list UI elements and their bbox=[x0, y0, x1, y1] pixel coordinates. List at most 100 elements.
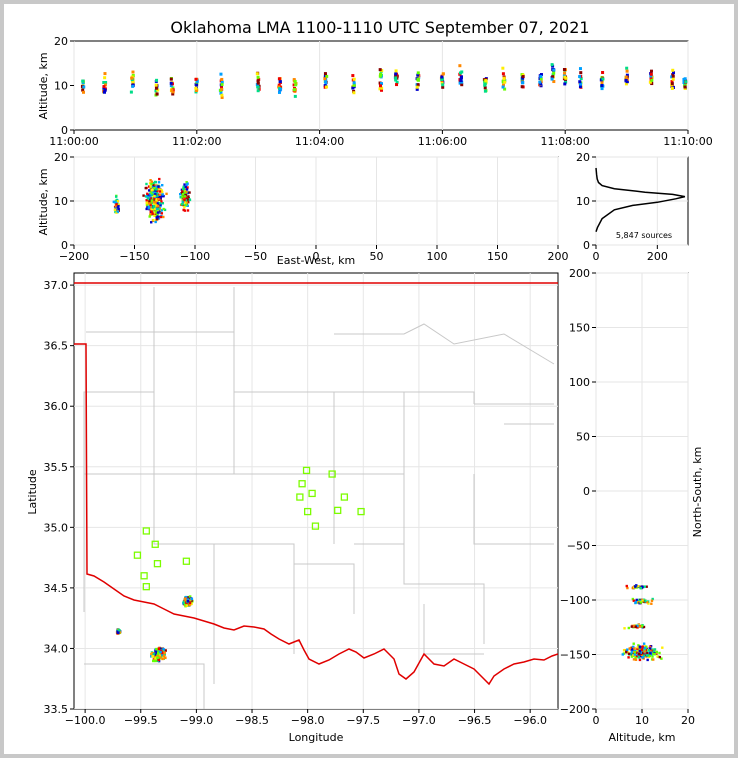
source-point bbox=[661, 646, 664, 649]
source-point bbox=[220, 80, 224, 84]
source-point bbox=[683, 85, 687, 89]
source-point bbox=[185, 190, 188, 194]
source-point bbox=[146, 192, 149, 195]
source-point bbox=[325, 74, 329, 78]
source-point bbox=[115, 201, 119, 204]
source-point bbox=[625, 651, 628, 654]
source-point bbox=[629, 647, 632, 650]
source-point bbox=[645, 601, 649, 604]
source-point bbox=[184, 185, 187, 189]
x-tick-label: 0 bbox=[593, 250, 600, 263]
source-point bbox=[624, 82, 628, 86]
source-point bbox=[150, 208, 154, 211]
source-point bbox=[630, 650, 634, 654]
source-point bbox=[160, 200, 163, 203]
source-point bbox=[650, 78, 654, 82]
source-point bbox=[162, 194, 165, 198]
source-point bbox=[102, 85, 106, 89]
source-point bbox=[161, 653, 164, 656]
source-point bbox=[626, 586, 629, 590]
source-point bbox=[641, 585, 645, 589]
source-point bbox=[156, 217, 159, 221]
source-point bbox=[378, 84, 382, 88]
source-point bbox=[151, 212, 154, 215]
source-point bbox=[148, 200, 151, 203]
source-point bbox=[634, 656, 637, 660]
source-point bbox=[144, 195, 148, 198]
source-point bbox=[640, 647, 644, 651]
source-point bbox=[563, 82, 567, 86]
source-point bbox=[103, 72, 107, 76]
source-point bbox=[627, 656, 630, 659]
source-point bbox=[188, 603, 191, 607]
source-point bbox=[220, 87, 224, 91]
source-point bbox=[639, 586, 642, 590]
source-point bbox=[416, 83, 420, 87]
source-point bbox=[633, 624, 636, 628]
source-point bbox=[154, 89, 158, 93]
source-point bbox=[130, 76, 134, 80]
source-point bbox=[440, 75, 444, 79]
source-point bbox=[184, 199, 188, 202]
source-point bbox=[623, 627, 626, 630]
source-point bbox=[155, 185, 159, 188]
source-point bbox=[195, 83, 199, 87]
source-point bbox=[183, 602, 187, 606]
source-point bbox=[648, 80, 652, 84]
source-point bbox=[183, 205, 186, 209]
source-point bbox=[186, 598, 190, 601]
source-point bbox=[178, 192, 182, 196]
source-point bbox=[150, 180, 154, 183]
x-tick-label: −200 bbox=[59, 250, 89, 263]
source-point bbox=[649, 69, 653, 73]
source-point bbox=[156, 209, 159, 213]
source-point bbox=[152, 205, 155, 208]
source-point bbox=[539, 75, 543, 79]
source-point bbox=[551, 75, 555, 79]
source-point bbox=[187, 200, 190, 204]
source-point bbox=[195, 79, 199, 83]
source-point bbox=[579, 71, 583, 75]
source-point bbox=[621, 653, 624, 656]
source-point bbox=[638, 651, 641, 654]
source-point bbox=[146, 197, 150, 200]
source-point bbox=[183, 191, 186, 194]
source-point bbox=[630, 655, 634, 658]
source-point bbox=[181, 194, 185, 197]
source-point bbox=[103, 88, 107, 92]
source-point bbox=[146, 195, 149, 199]
source-point bbox=[103, 83, 107, 87]
source-point bbox=[151, 202, 154, 205]
source-point bbox=[670, 80, 674, 84]
source-point bbox=[637, 599, 641, 603]
source-point bbox=[151, 651, 154, 655]
source-point bbox=[640, 585, 644, 588]
source-point bbox=[146, 206, 149, 209]
source-point bbox=[153, 191, 156, 195]
source-point bbox=[640, 653, 644, 657]
source-point bbox=[642, 642, 646, 645]
source-point bbox=[352, 77, 356, 81]
source-point bbox=[624, 75, 628, 79]
source-point bbox=[416, 77, 420, 81]
source-point bbox=[277, 83, 281, 87]
source-point bbox=[645, 645, 648, 648]
source-point bbox=[483, 86, 487, 90]
source-point bbox=[682, 81, 686, 85]
source-point bbox=[149, 203, 152, 207]
source-point bbox=[641, 651, 645, 655]
source-point bbox=[635, 586, 639, 589]
y-tick-label: 0 bbox=[61, 124, 68, 137]
source-point bbox=[171, 92, 175, 96]
source-point bbox=[162, 215, 165, 219]
county-lines bbox=[83, 287, 555, 709]
source-point bbox=[159, 215, 163, 219]
source-point bbox=[458, 64, 462, 68]
source-point bbox=[642, 654, 646, 657]
source-point bbox=[645, 650, 649, 653]
source-point bbox=[651, 597, 654, 601]
source-point bbox=[658, 651, 661, 655]
source-point bbox=[158, 194, 162, 198]
source-point bbox=[483, 89, 487, 93]
source-point bbox=[158, 207, 161, 210]
